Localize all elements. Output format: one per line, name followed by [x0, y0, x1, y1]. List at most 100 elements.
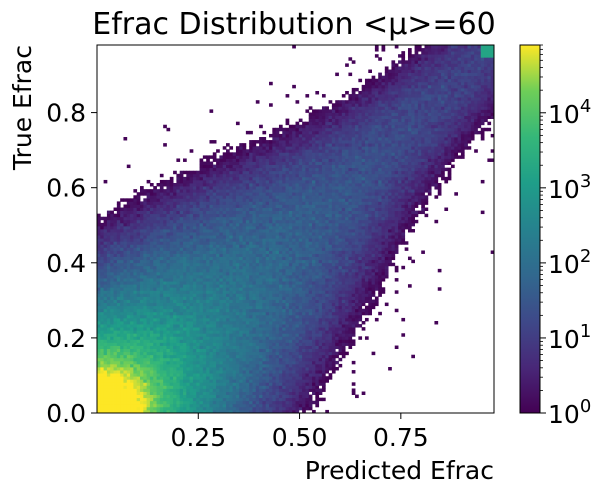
- heatmap-cell: [116, 327, 121, 331]
- heatmap-cell: [206, 210, 210, 215]
- heatmap-cell: [298, 229, 303, 233]
- heatmap-cell: [226, 170, 230, 175]
- heatmap-cell: [269, 186, 273, 190]
- heatmap-cell: [143, 388, 148, 392]
- heatmap-cell: [196, 397, 200, 402]
- heatmap-cell: [206, 176, 210, 181]
- heatmap-cell: [179, 176, 184, 181]
- heatmap-cell: [106, 376, 111, 380]
- heatmap-cell: [120, 385, 124, 389]
- heatmap-cell: [206, 158, 210, 162]
- heatmap-cell: [192, 210, 197, 215]
- heatmap-cell: [275, 391, 280, 395]
- heatmap-cell: [143, 290, 148, 294]
- heatmap-cell: [163, 192, 167, 196]
- heatmap-cell: [226, 376, 230, 380]
- heatmap-cell: [140, 256, 144, 261]
- heatmap-cell: [275, 351, 280, 356]
- heatmap-cell: [100, 268, 105, 273]
- heatmap-cell: [212, 379, 217, 383]
- heatmap-cell: [189, 192, 194, 196]
- heatmap-cell: [143, 296, 148, 300]
- heatmap-cell: [169, 327, 174, 331]
- heatmap-cell: [176, 253, 181, 257]
- heatmap-cell: [159, 308, 164, 313]
- heatmap-cell: [229, 317, 234, 322]
- heatmap-cell: [97, 265, 101, 270]
- heatmap-cell: [140, 281, 144, 285]
- heatmap-cell: [265, 406, 270, 411]
- heatmap-cell: [143, 302, 148, 307]
- heatmap-cell: [295, 155, 300, 159]
- heatmap-cell: [278, 137, 283, 141]
- heatmap-cell: [113, 222, 118, 227]
- heatmap-cell: [156, 314, 161, 319]
- heatmap-cell: [116, 317, 121, 322]
- heatmap-cell: [292, 152, 296, 156]
- heatmap-cell: [209, 281, 214, 285]
- heatmap-cell: [226, 296, 230, 300]
- heatmap-cell: [106, 210, 111, 215]
- heatmap-cell: [209, 207, 214, 211]
- heatmap-cell: [169, 265, 174, 270]
- heatmap-cell: [219, 192, 224, 196]
- heatmap-cell: [202, 391, 207, 395]
- heatmap-cell: [292, 179, 296, 184]
- heatmap-cell: [262, 149, 267, 153]
- heatmap-cell: [262, 391, 267, 395]
- heatmap-cell: [272, 235, 277, 239]
- heatmap-cell: [149, 367, 154, 371]
- heatmap-cell: [229, 232, 234, 236]
- heatmap-cell: [242, 244, 247, 248]
- heatmap-cell: [116, 379, 121, 383]
- heatmap-cell: [262, 164, 267, 169]
- heatmap-cell: [209, 351, 214, 356]
- heatmap-cell: [222, 256, 227, 261]
- heatmap-cell: [275, 308, 280, 313]
- heatmap-cell: [159, 409, 164, 414]
- heatmap-cell: [229, 195, 234, 199]
- heatmap-cell: [275, 327, 280, 331]
- heatmap-cell: [133, 321, 138, 325]
- heatmap-cell: [209, 198, 214, 202]
- heatmap-cell: [163, 143, 167, 147]
- heatmap-cell: [192, 379, 197, 383]
- heatmap-cell: [265, 210, 270, 215]
- heatmap-cell: [110, 308, 114, 313]
- heatmap-cell: [100, 305, 105, 310]
- heatmap-cell: [216, 400, 220, 405]
- heatmap-cell: [120, 235, 124, 239]
- heatmap-cell: [120, 363, 124, 368]
- heatmap-cell: [209, 265, 214, 270]
- heatmap-cell: [196, 253, 200, 257]
- heatmap-cell: [255, 259, 260, 264]
- heatmap-cell: [173, 204, 177, 208]
- heatmap-cell: [262, 281, 267, 285]
- heatmap-cell: [245, 370, 250, 374]
- heatmap-cell: [262, 351, 267, 356]
- heatmap-cell: [199, 204, 204, 208]
- heatmap-cell: [242, 225, 247, 230]
- heatmap-cell: [212, 140, 217, 144]
- heatmap-cell: [199, 317, 204, 322]
- heatmap-cell: [143, 219, 148, 224]
- heatmap-cell: [123, 363, 128, 368]
- heatmap-cell: [103, 278, 108, 282]
- heatmap-cell: [278, 363, 283, 368]
- heatmap-cell: [123, 394, 128, 399]
- heatmap-cell: [192, 333, 197, 337]
- heatmap-cell: [272, 146, 277, 150]
- heatmap-cell: [222, 345, 227, 349]
- heatmap-cell: [192, 247, 197, 251]
- heatmap-cell: [278, 370, 283, 374]
- heatmap-cell: [288, 146, 293, 150]
- heatmap-cell: [186, 391, 191, 395]
- heatmap-cell: [216, 213, 220, 218]
- heatmap-cell: [259, 176, 263, 181]
- heatmap-cell: [239, 339, 243, 343]
- heatmap-cell: [163, 287, 167, 291]
- heatmap-cell: [196, 186, 200, 190]
- heatmap-cell: [156, 376, 161, 380]
- heatmap-cell: [106, 290, 111, 294]
- heatmap-cell: [179, 339, 184, 343]
